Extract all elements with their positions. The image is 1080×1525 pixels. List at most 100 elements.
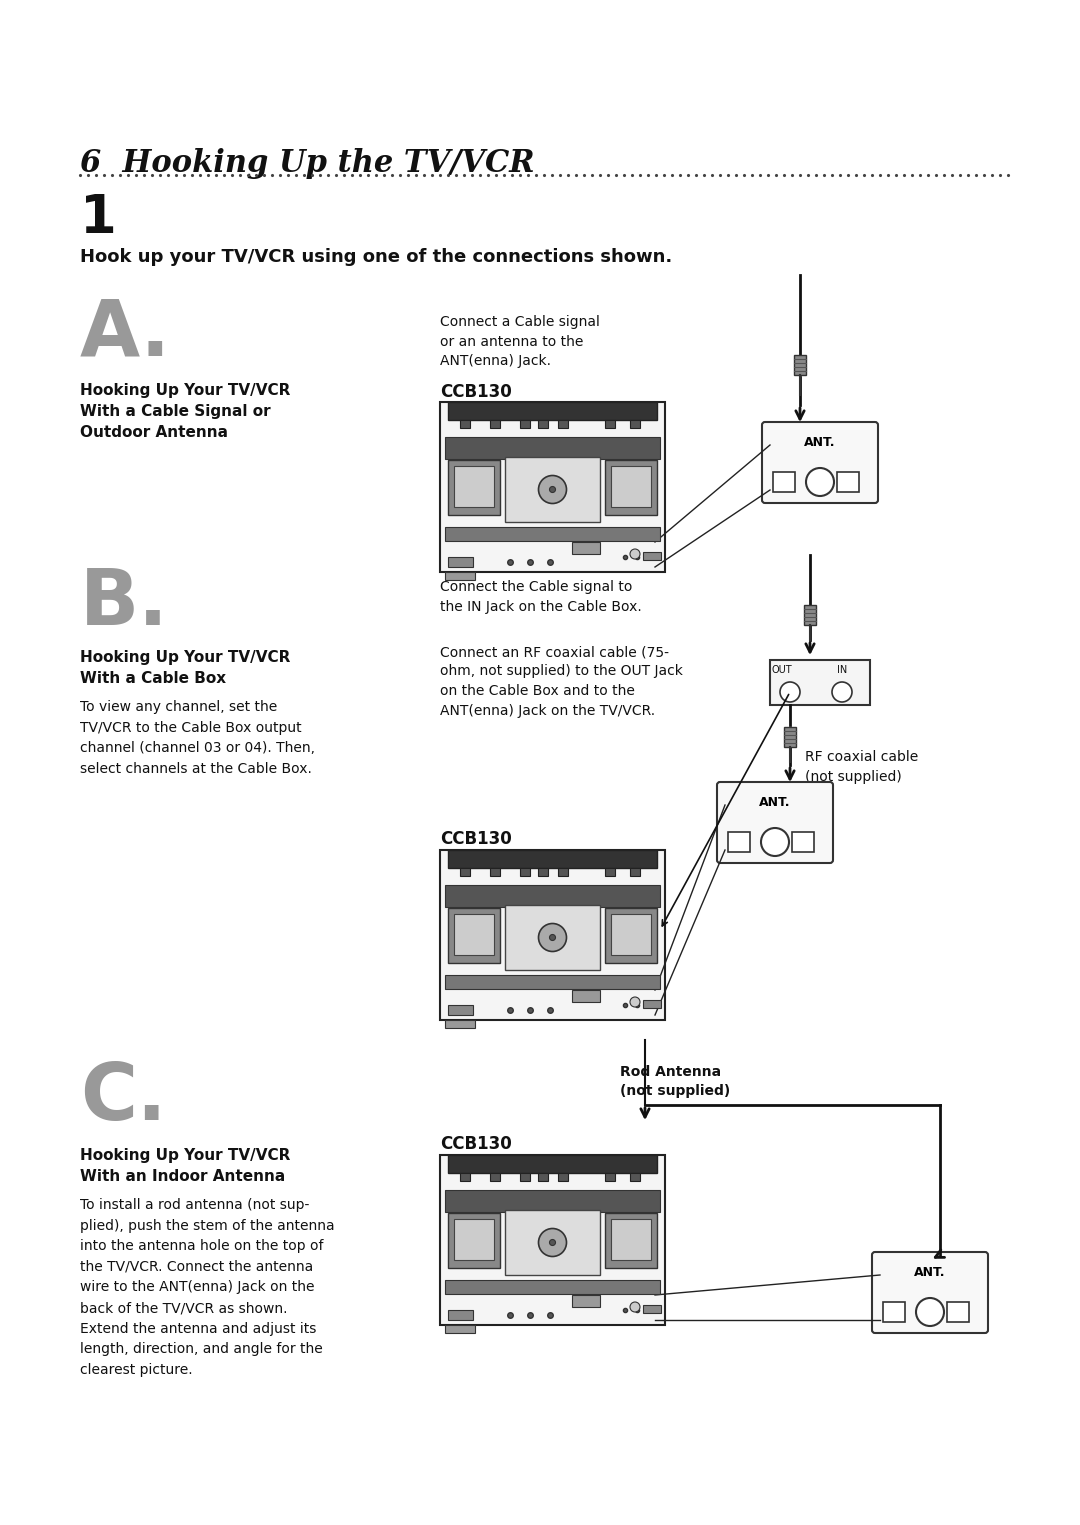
Circle shape bbox=[780, 682, 800, 702]
Bar bbox=[605, 419, 615, 429]
Bar bbox=[505, 904, 600, 970]
Text: Hooking Up Your TV/VCR
With a Cable Box: Hooking Up Your TV/VCR With a Cable Box bbox=[80, 650, 291, 686]
Text: CCB130: CCB130 bbox=[440, 830, 512, 848]
Bar bbox=[519, 868, 530, 875]
Bar bbox=[448, 907, 500, 962]
Bar bbox=[572, 1295, 600, 1307]
Bar bbox=[445, 1325, 475, 1333]
Bar bbox=[454, 1218, 494, 1260]
Bar bbox=[448, 557, 473, 567]
Bar bbox=[611, 467, 651, 506]
Bar bbox=[538, 1173, 548, 1180]
Text: Hooking Up Your TV/VCR
With a Cable Signal or
Outdoor Antenna: Hooking Up Your TV/VCR With a Cable Sign… bbox=[80, 383, 291, 441]
Bar bbox=[572, 990, 600, 1002]
Bar bbox=[837, 473, 859, 493]
Bar bbox=[440, 1154, 665, 1325]
Bar bbox=[445, 884, 660, 907]
Bar bbox=[947, 1302, 969, 1322]
Text: 1: 1 bbox=[80, 192, 117, 244]
Bar bbox=[454, 913, 494, 955]
Bar bbox=[557, 419, 567, 429]
Bar bbox=[605, 1212, 657, 1267]
Bar bbox=[611, 1218, 651, 1260]
Text: OUT: OUT bbox=[772, 665, 793, 676]
Circle shape bbox=[539, 476, 567, 503]
Bar bbox=[445, 1279, 660, 1295]
Text: To install a rod antenna (not sup-
plied), push the stem of the antenna
into the: To install a rod antenna (not sup- plied… bbox=[80, 1199, 335, 1377]
Bar bbox=[445, 572, 475, 580]
Bar bbox=[557, 1173, 567, 1180]
Bar bbox=[448, 1212, 500, 1267]
Bar bbox=[448, 1005, 473, 1016]
Bar bbox=[448, 1154, 657, 1173]
Text: Connect the Cable signal to
the IN Jack on the Cable Box.: Connect the Cable signal to the IN Jack … bbox=[440, 580, 642, 613]
Text: CCB130: CCB130 bbox=[440, 1135, 512, 1153]
Circle shape bbox=[630, 997, 640, 1006]
Text: Hooking Up Your TV/VCR
With an Indoor Antenna: Hooking Up Your TV/VCR With an Indoor An… bbox=[80, 1148, 291, 1183]
Circle shape bbox=[806, 468, 834, 496]
Text: A.: A. bbox=[80, 294, 171, 371]
Bar bbox=[445, 1020, 475, 1028]
Bar bbox=[440, 849, 665, 1020]
Circle shape bbox=[761, 828, 789, 856]
Bar bbox=[605, 461, 657, 515]
Text: B.: B. bbox=[80, 564, 168, 640]
Bar bbox=[490, 1173, 500, 1180]
Bar bbox=[440, 403, 665, 572]
Bar bbox=[448, 849, 657, 868]
Circle shape bbox=[916, 1298, 944, 1327]
Circle shape bbox=[539, 1229, 567, 1257]
Bar bbox=[792, 833, 814, 852]
FancyBboxPatch shape bbox=[762, 422, 878, 503]
Bar bbox=[490, 868, 500, 875]
Text: ANT.: ANT. bbox=[915, 1266, 946, 1279]
Bar bbox=[445, 974, 660, 990]
Bar bbox=[630, 1173, 640, 1180]
Bar bbox=[538, 868, 548, 875]
Text: Connect an RF coaxial cable (75-
ohm, not supplied) to the OUT Jack
on the Cable: Connect an RF coaxial cable (75- ohm, no… bbox=[440, 645, 683, 717]
FancyBboxPatch shape bbox=[717, 782, 833, 863]
Bar bbox=[448, 1310, 473, 1321]
Bar bbox=[643, 552, 661, 560]
Text: C.: C. bbox=[80, 1060, 166, 1136]
Circle shape bbox=[550, 486, 555, 493]
Circle shape bbox=[550, 1240, 555, 1246]
Bar bbox=[643, 1305, 661, 1313]
Bar bbox=[611, 913, 651, 955]
Bar bbox=[519, 1173, 530, 1180]
Bar bbox=[490, 419, 500, 429]
Bar bbox=[460, 419, 470, 429]
Circle shape bbox=[539, 924, 567, 952]
Text: 6  Hooking Up the TV/VCR: 6 Hooking Up the TV/VCR bbox=[80, 148, 535, 178]
Bar bbox=[538, 419, 548, 429]
Bar bbox=[605, 868, 615, 875]
Bar bbox=[804, 605, 816, 625]
Text: ANT.: ANT. bbox=[759, 796, 791, 810]
Bar bbox=[784, 727, 796, 747]
Circle shape bbox=[550, 935, 555, 941]
Text: To view any channel, set the
TV/VCR to the Cable Box output
channel (channel 03 : To view any channel, set the TV/VCR to t… bbox=[80, 700, 315, 776]
Bar bbox=[557, 868, 567, 875]
Text: Hook up your TV/VCR using one of the connections shown.: Hook up your TV/VCR using one of the con… bbox=[80, 249, 672, 265]
Bar bbox=[605, 907, 657, 962]
Bar bbox=[445, 438, 660, 459]
Text: Connect a Cable signal
or an antenna to the
ANT(enna) Jack.: Connect a Cable signal or an antenna to … bbox=[440, 316, 599, 368]
Circle shape bbox=[832, 682, 852, 702]
Bar bbox=[445, 1190, 660, 1212]
Bar bbox=[770, 660, 870, 705]
Bar bbox=[454, 467, 494, 506]
Bar bbox=[505, 1209, 600, 1275]
Bar bbox=[448, 461, 500, 515]
Bar bbox=[460, 868, 470, 875]
Bar bbox=[445, 528, 660, 541]
Circle shape bbox=[630, 1302, 640, 1312]
Text: CCB130: CCB130 bbox=[440, 383, 512, 401]
FancyBboxPatch shape bbox=[872, 1252, 988, 1333]
Text: ANT.: ANT. bbox=[805, 436, 836, 450]
Bar bbox=[505, 458, 600, 522]
Bar bbox=[605, 1173, 615, 1180]
Bar bbox=[794, 355, 806, 375]
Bar bbox=[572, 541, 600, 554]
Bar bbox=[883, 1302, 905, 1322]
Text: RF coaxial cable
(not supplied): RF coaxial cable (not supplied) bbox=[805, 750, 918, 784]
